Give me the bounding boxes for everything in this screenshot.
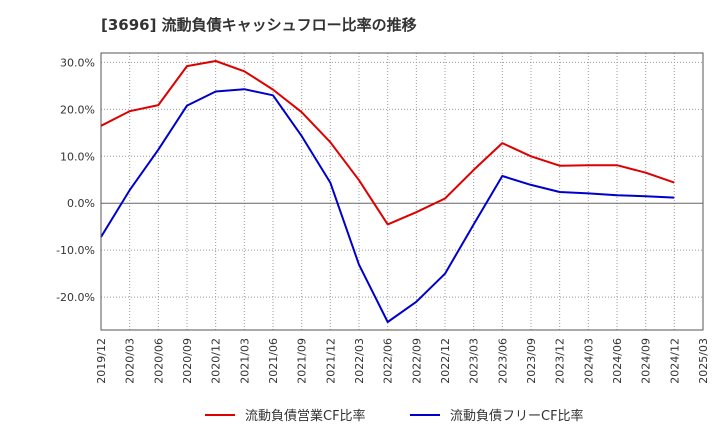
- y-tick-label: 20.0%: [60, 103, 95, 116]
- grid: [101, 53, 703, 330]
- x-tick-label: 2023/12: [554, 338, 567, 384]
- x-tick-label: 2022/06: [382, 338, 395, 384]
- series-line-1: [100, 60, 675, 226]
- x-tick-label: 2020/12: [210, 338, 223, 384]
- legend-label-2: 流動負債フリーCF比率: [450, 408, 584, 424]
- x-tick-label: 2021/12: [324, 338, 337, 384]
- y-tick-label: 10.0%: [60, 150, 95, 163]
- y-tick-label: 0.0%: [67, 197, 95, 210]
- x-tick-label: 2022/03: [353, 338, 366, 384]
- x-axis-ticks: 2019/12 2020/03 2020/06 2020/09 2020/12 2021/…: [95, 338, 710, 384]
- x-tick-label: 2025/03: [697, 338, 710, 384]
- x-tick-label: 2023/06: [496, 338, 509, 384]
- x-tick-label: 2019/12: [95, 338, 108, 384]
- x-tick-label: 2020/06: [152, 338, 165, 384]
- x-tick-label: 2024/12: [668, 338, 681, 384]
- series-lines: [100, 60, 675, 323]
- legend: 流動負債営業CF比率 流動負債フリーCF比率: [205, 408, 584, 424]
- x-tick-label: 2021/03: [238, 338, 251, 384]
- x-tick-label: 2024/09: [640, 338, 653, 384]
- x-tick-label: 2022/12: [439, 338, 452, 384]
- x-tick-label: 2022/09: [410, 338, 423, 384]
- y-axis-ticks: 30.0% 20.0% 10.0% 0.0% -10.0% -20.0%: [56, 56, 95, 304]
- plot-frame: [100, 52, 704, 331]
- x-tick-label: 2020/03: [124, 338, 137, 384]
- chart-title: [3696] 流動負債キャッシュフロー比率の推移: [101, 16, 417, 34]
- x-tick-label: 2024/06: [611, 338, 624, 384]
- x-tick-label: 2023/09: [525, 338, 538, 384]
- x-tick-label: 2020/09: [181, 338, 194, 384]
- x-tick-label: 2023/03: [468, 338, 481, 384]
- y-tick-label: 30.0%: [60, 56, 95, 69]
- y-tick-label: -20.0%: [56, 291, 95, 304]
- legend-label-1: 流動負債営業CF比率: [245, 408, 366, 424]
- series-line-2: [100, 88, 675, 323]
- y-tick-label: -10.0%: [56, 244, 95, 257]
- x-tick-label: 2021/09: [296, 338, 309, 384]
- x-tick-label: 2021/06: [267, 338, 280, 384]
- x-tick-label: 2024/03: [582, 338, 595, 384]
